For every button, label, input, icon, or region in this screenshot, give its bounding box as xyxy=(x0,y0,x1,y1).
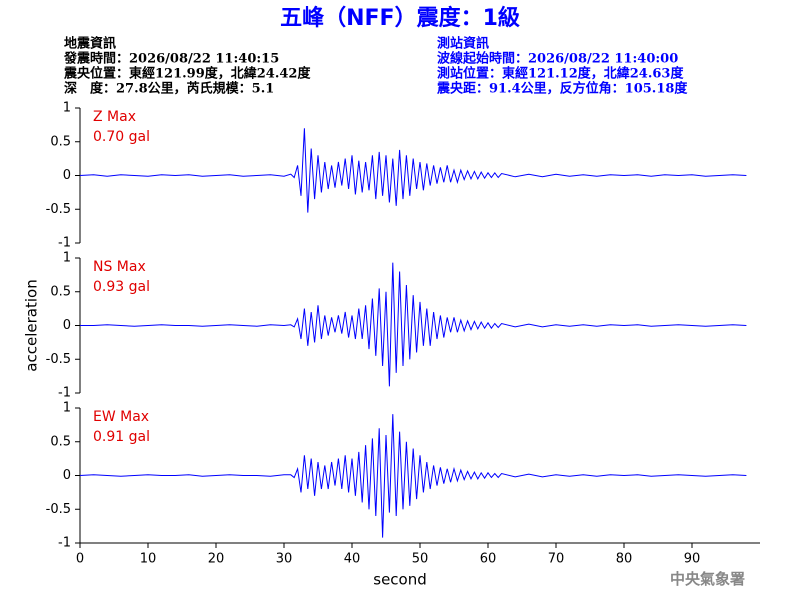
annotation: 0.91 gal xyxy=(93,429,150,445)
info-line: 震央距：91.4公里，反方位角：105.18度 xyxy=(436,81,688,97)
annotation: 0.93 gal xyxy=(93,279,150,295)
info-line: 測站位置：東經121.12度，北緯24.63度 xyxy=(437,66,684,82)
waveform xyxy=(79,128,747,213)
y-tick-label: 1 xyxy=(63,401,71,416)
waveform xyxy=(79,414,747,538)
y-tick-label: -1 xyxy=(58,536,71,551)
x-tick-label: 40 xyxy=(344,552,361,567)
waveform xyxy=(80,262,747,387)
annotation: Z Max xyxy=(93,109,136,125)
y-tick-label: -0.5 xyxy=(46,502,71,517)
x-axis-label: second xyxy=(373,571,427,589)
x-tick-label: 10 xyxy=(140,552,157,567)
y-tick-label: 0.5 xyxy=(50,434,71,449)
y-tick-label: 0 xyxy=(63,468,71,483)
y-tick-label: -0.5 xyxy=(46,202,71,217)
info-line: 震央位置：東經121.99度，北緯24.42度 xyxy=(63,66,311,82)
page-title: 五峰（NFF）震度：1級 xyxy=(280,5,520,31)
info-line: 波線起始時間：2026/08/22 11:40:00 xyxy=(437,51,678,67)
y-tick-label: 0 xyxy=(63,318,71,333)
y-tick-label: 0 xyxy=(63,168,71,183)
info-line: 地震資訊 xyxy=(64,36,116,52)
x-tick-label: 50 xyxy=(412,552,429,567)
x-tick-label: 80 xyxy=(616,552,633,567)
info-line: 測站資訊 xyxy=(437,36,489,52)
x-tick-label: 90 xyxy=(684,552,701,567)
y-tick-label: -1 xyxy=(58,236,71,251)
x-tick-label: 70 xyxy=(548,552,565,567)
y-tick-label: 0.5 xyxy=(50,134,71,149)
annotation: NS Max xyxy=(93,259,146,275)
y-tick-label: 0.5 xyxy=(50,284,71,299)
y-axis-label: acceleration xyxy=(23,279,41,371)
x-tick-label: 20 xyxy=(208,552,225,567)
y-tick-label: -0.5 xyxy=(46,352,71,367)
annotation: EW Max xyxy=(93,409,149,425)
x-tick-label: 60 xyxy=(480,552,497,567)
x-tick-label: 0 xyxy=(76,552,84,567)
y-tick-label: 1 xyxy=(63,101,71,116)
x-tick-label: 30 xyxy=(276,552,293,567)
info-line: 深 度：27.8公里，芮氏規模：5.1 xyxy=(64,81,274,97)
footer: 中央氣象署 xyxy=(670,570,745,588)
info-line: 發震時間：2026/08/22 11:40:15 xyxy=(63,51,279,67)
annotation: 0.70 gal xyxy=(93,129,150,145)
y-tick-label: 1 xyxy=(63,251,71,266)
y-tick-label: -1 xyxy=(58,386,71,401)
